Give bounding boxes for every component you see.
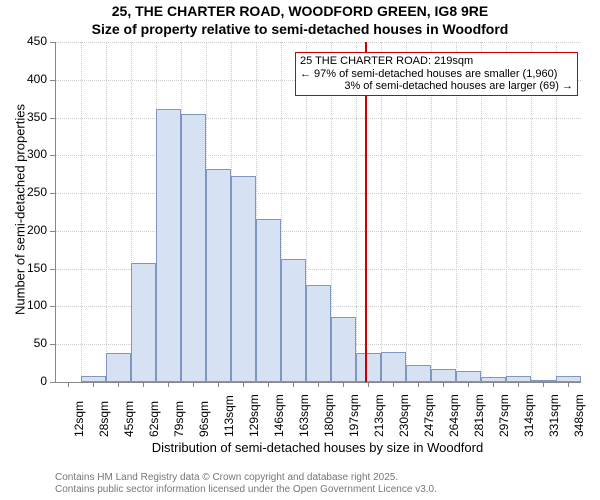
grid-line-h [56, 193, 581, 194]
xtick-mark [143, 382, 144, 387]
xtick-label: 331sqm [547, 394, 561, 437]
xtick-label: 314sqm [522, 394, 536, 437]
histogram-bar [456, 371, 481, 382]
grid-line-v [106, 42, 107, 382]
xtick-mark [368, 382, 369, 387]
ytick-mark [50, 269, 55, 270]
histogram-bar [406, 365, 431, 382]
annotation-line: 25 THE CHARTER ROAD: 219sqm [300, 55, 573, 68]
xtick-label: 230sqm [397, 394, 411, 437]
footer-line: Contains HM Land Registry data © Crown c… [55, 472, 437, 484]
xtick-label: 213sqm [372, 394, 386, 437]
ytick-mark [50, 231, 55, 232]
xtick-mark [93, 382, 94, 387]
ytick-mark [50, 193, 55, 194]
annotation-line: ← 97% of semi-detached houses are smalle… [300, 68, 573, 81]
histogram-bar [106, 353, 131, 382]
footer-line: Contains public sector information licen… [55, 484, 437, 496]
annotation-box: 25 THE CHARTER ROAD: 219sqm← 97% of semi… [295, 52, 578, 96]
xtick-label: 129sqm [247, 394, 261, 437]
histogram-bar [356, 353, 381, 382]
x-axis-label: Distribution of semi-detached houses by … [55, 440, 580, 455]
histogram-bar [131, 263, 156, 382]
grid-line-h [56, 42, 581, 43]
annotation-line: 3% of semi-detached houses are larger (6… [300, 80, 573, 93]
histogram-bar [256, 219, 281, 382]
xtick-mark [193, 382, 194, 387]
xtick-label: 297sqm [497, 394, 511, 437]
footer-attribution: Contains HM Land Registry data © Crown c… [55, 472, 437, 496]
xtick-label: 197sqm [347, 394, 361, 437]
xtick-label: 281sqm [472, 394, 486, 437]
ytick-mark [50, 118, 55, 119]
grid-line-h [56, 231, 581, 232]
chart-title-line2: Size of property relative to semi-detach… [0, 21, 600, 37]
histogram-bar [556, 376, 581, 382]
grid-line-v [81, 42, 82, 382]
ytick-mark [50, 42, 55, 43]
xtick-mark [268, 382, 269, 387]
histogram-bar [181, 114, 206, 382]
xtick-label: 163sqm [297, 394, 311, 437]
grid-line-h [56, 118, 581, 119]
xtick-mark [518, 382, 519, 387]
histogram-bar [531, 380, 556, 382]
histogram-bar [281, 259, 306, 382]
xtick-mark [318, 382, 319, 387]
ytick-mark [50, 382, 55, 383]
xtick-label: 180sqm [322, 394, 336, 437]
xtick-mark [393, 382, 394, 387]
ytick-mark [50, 155, 55, 156]
xtick-label: 79sqm [172, 401, 186, 437]
xtick-label: 28sqm [97, 401, 111, 437]
xtick-label: 264sqm [447, 394, 461, 437]
ytick-mark [50, 344, 55, 345]
xtick-label: 96sqm [197, 401, 211, 437]
xtick-mark [243, 382, 244, 387]
xtick-mark [568, 382, 569, 387]
histogram-bar [331, 317, 356, 382]
xtick-mark [168, 382, 169, 387]
xtick-label: 45sqm [122, 401, 136, 437]
chart-title-line1: 25, THE CHARTER ROAD, WOODFORD GREEN, IG… [0, 3, 600, 19]
ytick-mark [50, 80, 55, 81]
xtick-mark [418, 382, 419, 387]
ytick-label: 0 [0, 374, 47, 388]
xtick-mark [293, 382, 294, 387]
xtick-mark [468, 382, 469, 387]
histogram-bar [206, 169, 231, 382]
histogram-bar [381, 352, 406, 382]
xtick-mark [218, 382, 219, 387]
xtick-mark [343, 382, 344, 387]
histogram-bar [306, 285, 331, 382]
histogram-bar [506, 376, 531, 382]
histogram-bar [481, 377, 506, 382]
xtick-mark [543, 382, 544, 387]
xtick-mark [443, 382, 444, 387]
grid-line-h [56, 155, 581, 156]
xtick-mark [493, 382, 494, 387]
histogram-bar [231, 176, 256, 382]
histogram-bar [431, 369, 456, 382]
xtick-label: 12sqm [72, 401, 86, 437]
histogram-bar [156, 109, 181, 383]
xtick-mark [118, 382, 119, 387]
xtick-label: 62sqm [147, 401, 161, 437]
y-axis-label: Number of semi-detached properties [13, 60, 28, 360]
xtick-label: 247sqm [422, 394, 436, 437]
ytick-label: 450 [0, 34, 47, 48]
xtick-label: 348sqm [572, 394, 586, 437]
xtick-mark [68, 382, 69, 387]
histogram-bar [81, 376, 106, 382]
ytick-mark [50, 306, 55, 307]
xtick-label: 113sqm [222, 395, 236, 437]
xtick-label: 146sqm [272, 394, 286, 437]
